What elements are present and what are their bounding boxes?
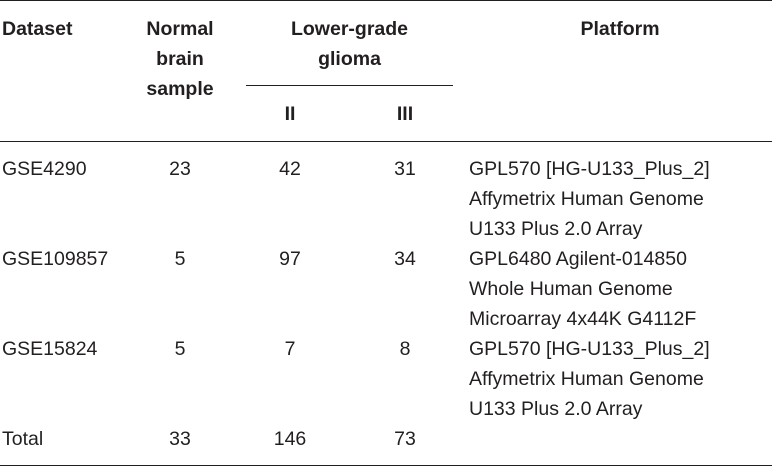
lgg-header-rule — [246, 85, 453, 86]
cell-dataset: GSE4290 — [2, 158, 87, 180]
cell-platform-line-3: U133 Plus 2.0 Array — [469, 218, 643, 240]
header-lgg-line-2: glioma — [318, 48, 381, 70]
cell-platform-line-1: GPL570 [HG-U133_Plus_2] — [469, 158, 710, 180]
cell-platform-line-1: GPL570 [HG-U133_Plus_2] — [469, 338, 710, 360]
header-platform: Platform — [580, 18, 660, 40]
header-normal-line-1: Normal — [146, 18, 214, 40]
cell-normal: 5 — [174, 338, 186, 360]
cell-platform-line-3: Microarray 4x44K G4112F — [469, 308, 697, 330]
cell-normal: 5 — [174, 248, 186, 270]
header-grade-iii: III — [396, 103, 414, 125]
header-bottom-rule — [0, 141, 772, 142]
cell-platform-line-2: Affymetrix Human Genome — [469, 368, 704, 390]
cell-platform-line-2: Affymetrix Human Genome — [469, 188, 704, 210]
cell-grade-ii: 97 — [279, 248, 301, 270]
header-grade-ii: II — [284, 103, 296, 125]
cell-dataset: GSE15824 — [2, 338, 98, 360]
cell-grade-iii: 8 — [399, 338, 411, 360]
cell-grade-ii: 42 — [279, 158, 301, 180]
cell-grade-iii: 34 — [394, 248, 416, 270]
cell-dataset: GSE109857 — [2, 248, 109, 270]
header-lgg-line-1: Lower-grade — [290, 18, 409, 40]
cell-total-label: Total — [2, 428, 44, 450]
cell-total-grade-iii: 73 — [394, 428, 416, 450]
header-normal-line-3: sample — [146, 78, 214, 100]
cell-platform-line-1: GPL6480 Agilent-014850 — [469, 248, 687, 270]
cell-grade-ii: 7 — [284, 338, 296, 360]
cell-total-grade-ii: 146 — [273, 428, 307, 450]
table-top-rule — [0, 0, 772, 1]
cell-total-normal: 33 — [169, 428, 191, 450]
cell-platform-line-3: U133 Plus 2.0 Array — [469, 398, 643, 420]
cell-platform-line-2: Whole Human Genome — [469, 278, 673, 300]
cell-grade-iii: 31 — [394, 158, 416, 180]
header-dataset: Dataset — [2, 18, 73, 40]
cell-normal: 23 — [169, 158, 191, 180]
header-normal-line-2: brain — [156, 48, 204, 70]
